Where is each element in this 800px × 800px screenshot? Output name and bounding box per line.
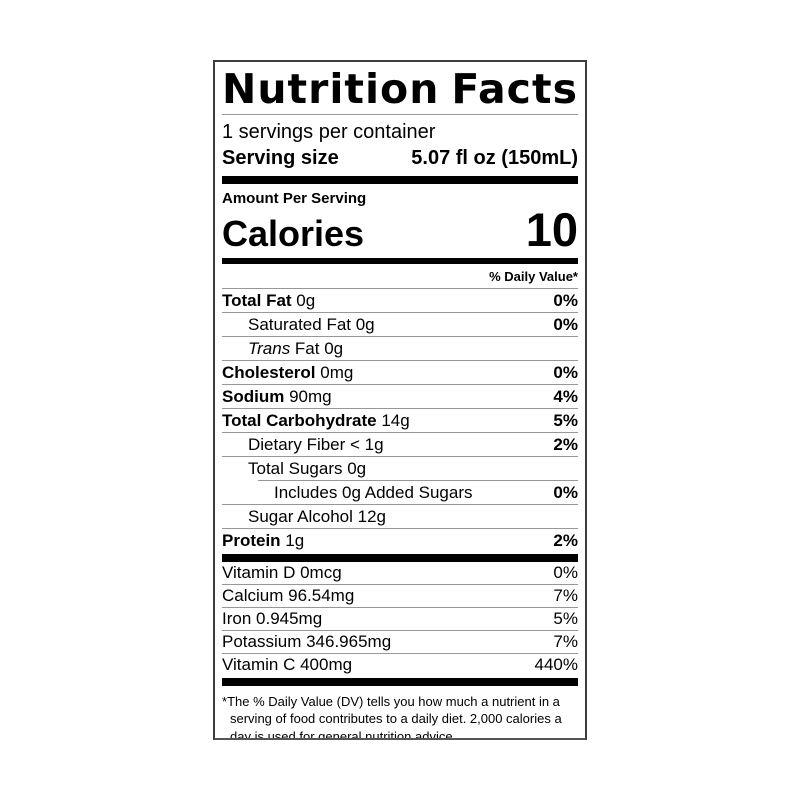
thick-bar [222, 553, 578, 562]
nutrient-row-sodium: Sodium 90mg 4% [222, 385, 578, 408]
divider [222, 335, 578, 337]
thick-bar [222, 677, 578, 686]
nutrient-amount: 0g [291, 290, 316, 310]
vitamin-name: Calcium 96.54mg [222, 586, 355, 606]
daily-value-header: % Daily Value* [489, 268, 578, 284]
divider [222, 629, 578, 631]
vitamin-dv: 5% [553, 609, 578, 629]
footnote: *The % Daily Value (DV) tells you how mu… [222, 686, 578, 740]
calories-row: Calories 10 [222, 203, 578, 258]
nutrient-row-total-fat: Total Fat 0g 0% [222, 289, 578, 312]
nutrient-dv: 2% [553, 530, 578, 550]
nutrient-dv: 2% [553, 434, 578, 454]
label-title: Nutrition Facts [222, 62, 578, 114]
nutrient-dv: 0% [553, 362, 578, 382]
divider [222, 407, 578, 409]
title-word-nutrition: Nutrition [222, 65, 440, 113]
vitamin-dv: 440% [534, 655, 578, 675]
vitamin-name: Vitamin D 0mcg [222, 563, 342, 583]
divider [222, 359, 578, 361]
nutrition-facts-label: Nutrition Facts 1 servings per container… [213, 60, 587, 740]
serving-size-value: 5.07 fl oz (150mL) [411, 147, 578, 170]
nutrient-name-italic: Trans [248, 338, 291, 358]
nutrient-row-trans-fat: Trans Fat 0g [222, 337, 578, 360]
medium-bar [222, 257, 578, 264]
divider [222, 431, 578, 433]
nutrient-row-total-sugars: Total Sugars 0g [222, 457, 578, 480]
divider [222, 383, 578, 385]
divider [222, 114, 578, 116]
nutrient-row-total-carbohydrate: Total Carbohydrate 14g 5% [222, 409, 578, 432]
nutrient-name: Protein [222, 530, 281, 550]
vitamin-name: Iron 0.945mg [222, 609, 323, 629]
thick-bar [222, 176, 578, 185]
vitamin-row-calcium: Calcium 96.54mg 7% [222, 585, 578, 607]
vitamin-row-iron: Iron 0.945mg 5% [222, 608, 578, 630]
footnote-text: The % Daily Value (DV) tells you how muc… [227, 693, 562, 740]
vitamin-row-vitamin-c: Vitamin C 400mg 440% [222, 654, 578, 676]
calories-label: Calories [222, 213, 365, 255]
nutrient-name: Includes 0g Added Sugars [274, 482, 473, 502]
servings-per-container: 1 servings per container [222, 121, 436, 144]
nutrient-amount: 14g [376, 410, 410, 430]
nutrient-name: Total Carbohydrate [222, 410, 377, 430]
vitamin-row-vitamin-d: Vitamin D 0mcg 0% [222, 562, 578, 584]
divider [222, 606, 578, 608]
divider-indented [258, 479, 578, 481]
serving-size-label: Serving size [222, 147, 339, 170]
nutrient-dv: 4% [553, 386, 578, 406]
calories-value: 10 [525, 203, 578, 257]
nutrient-dv: 0% [553, 290, 578, 310]
vitamin-name: Vitamin C 400mg [222, 655, 353, 675]
divider [222, 527, 578, 529]
nutrient-row-dietary-fiber: Dietary Fiber < 1g 2% [222, 433, 578, 456]
nutrient-name: Sugar Alcohol 12g [248, 506, 386, 526]
nutrient-dv: 0% [553, 314, 578, 334]
nutrient-name: Dietary Fiber < 1g [248, 434, 384, 454]
nutrient-name: Saturated Fat 0g [248, 314, 375, 334]
divider [222, 287, 578, 289]
nutrient-row-cholesterol: Cholesterol 0mg 0% [222, 361, 578, 384]
divider [222, 455, 578, 457]
nutrient-row-added-sugars: Includes 0g Added Sugars 0% [222, 481, 578, 504]
nutrient-dv: 0% [553, 482, 578, 502]
nutrient-amount: 90mg [284, 386, 332, 406]
nutrient-name: Sodium [222, 386, 285, 406]
vitamin-dv: 0% [553, 563, 578, 583]
nutrient-dv: 5% [553, 410, 578, 430]
vitamin-dv: 7% [553, 632, 578, 652]
nutrient-amount: 1g [280, 530, 305, 550]
vitamin-name: Potassium 346.965mg [222, 632, 392, 652]
amount-per-serving-label: Amount Per Serving [222, 190, 367, 208]
serving-size-row: Serving size 5.07 fl oz (150mL) [222, 144, 578, 176]
divider [222, 583, 578, 585]
vitamin-row-potassium: Potassium 346.965mg 7% [222, 631, 578, 653]
nutrient-name: Cholesterol [222, 362, 316, 382]
nutrient-name: Total Sugars 0g [248, 458, 367, 478]
divider [222, 652, 578, 654]
vitamin-dv: 7% [553, 586, 578, 606]
divider [222, 311, 578, 313]
title-word-facts: Facts [451, 65, 578, 113]
divider [222, 503, 578, 505]
nutrient-row-sugar-alcohol: Sugar Alcohol 12g [222, 505, 578, 528]
nutrient-row-saturated-fat: Saturated Fat 0g 0% [222, 313, 578, 336]
nutrient-amount: 0mg [315, 362, 354, 382]
nutrient-amount: Fat 0g [290, 338, 344, 358]
nutrient-name: Total Fat [222, 290, 292, 310]
nutrient-row-protein: Protein 1g 2% [222, 529, 578, 552]
footnote-asterisk: * [222, 693, 228, 709]
